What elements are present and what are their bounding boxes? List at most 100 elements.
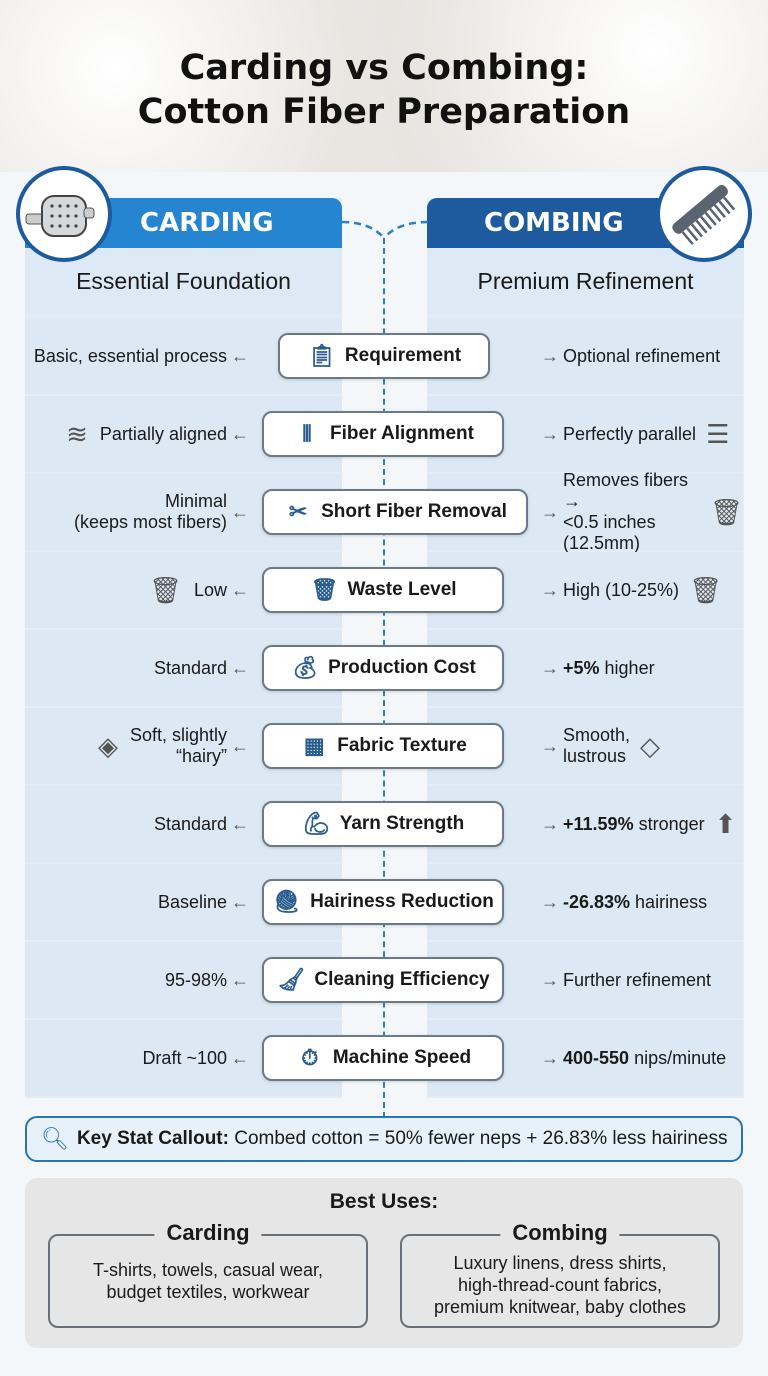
combing-value: → Removes fibers → <0.5 inches (12.5mm) 🗑 xyxy=(537,470,743,553)
best-uses-section: Best Uses: Carding T-shirts, towels, cas… xyxy=(25,1178,743,1348)
combing-value-bold: +11.59% xyxy=(563,813,634,834)
criterion-label: Requirement xyxy=(344,345,462,366)
carding-value: 95-98% ← xyxy=(165,942,253,1018)
right-arrow-icon: → xyxy=(541,423,559,444)
carding-value: Draft ~100 ← xyxy=(142,1020,253,1096)
carding-value-text: Basic, essential process xyxy=(33,345,227,366)
up-arrow-icon: ⬆ xyxy=(714,808,737,839)
carding-value-text: Minimal (keeps most fibers) xyxy=(73,491,227,532)
right-arrow-icon: → xyxy=(541,735,559,756)
criterion-pill: 🗑︎ Waste Level xyxy=(262,567,504,613)
left-arrow-icon: ← xyxy=(231,735,249,756)
smooth-fabric-icon: ◇ xyxy=(640,730,661,761)
criterion-label: Fiber Alignment xyxy=(330,423,474,444)
stopwatch-icon: ⏱︎ xyxy=(301,1045,319,1070)
carding-value-text: Soft, slightly “hairy” xyxy=(129,725,227,766)
carding-uses-text: T-shirts, towels, casual wear, budget te… xyxy=(92,1260,324,1302)
combing-value-bold: 400-550 xyxy=(563,1047,630,1068)
right-arrow-icon: → xyxy=(541,501,559,522)
left-arrow-icon: ← xyxy=(231,969,249,990)
carding-value: ◈ Soft, slightly “hairy” ← xyxy=(98,708,253,784)
criterion-label: Waste Level xyxy=(347,579,457,600)
best-uses-title: Best Uses: xyxy=(329,1190,439,1213)
carding-value: Standard ← xyxy=(154,630,253,706)
parallel-lines-icon: ☰ xyxy=(706,418,730,449)
empty-trash-icon: 🗑 xyxy=(148,574,182,605)
tangled-fibers-icon: ≋ xyxy=(66,418,88,449)
criterion-pill: 💪︎ Yarn Strength xyxy=(262,801,504,847)
criterion-pill: ✂︎ Short Fiber Removal xyxy=(262,489,528,535)
carding-value-text: Partially aligned xyxy=(99,423,227,444)
left-arrow-icon: ← xyxy=(231,813,249,834)
left-arrow-icon: ← xyxy=(231,1047,249,1068)
combing-value: → +5% higher xyxy=(537,630,655,706)
criterion-pill: 🧶︎ Hairiness Reduction xyxy=(262,879,504,925)
right-arrow-icon: → xyxy=(541,345,559,366)
callout-label: Key Stat Callout: xyxy=(76,1128,229,1149)
carding-value: Basic, essential process ← xyxy=(34,318,253,394)
comparison-row: 🧹︎ Cleaning Efficiency 95-98% ← → Further ref… xyxy=(25,942,743,1018)
comparison-row: ▦︎ Fabric Texture ◈ Soft, slightly “hairy” ←… xyxy=(25,708,743,784)
fibers-icon: ⫴︎ xyxy=(302,421,312,446)
right-arrow-icon: → xyxy=(541,813,559,834)
full-trash-icon: 🗑 xyxy=(689,574,723,605)
criterion-pill: ⏱︎ Machine Speed xyxy=(262,1035,504,1081)
comparison-row: 📋︎ Requirement Basic, essential process ← → O… xyxy=(25,318,743,394)
carding-uses-title: Carding xyxy=(154,1220,262,1246)
criterion-label: Fabric Texture xyxy=(337,735,467,756)
carding-value: Standard ← xyxy=(154,786,253,862)
trash-icon: 🗑 xyxy=(709,496,743,527)
magnifier-icon: 🔍︎ xyxy=(41,1126,69,1151)
left-arrow-icon: ← xyxy=(231,657,249,678)
criterion-label: Cleaning Efficiency xyxy=(314,969,490,990)
carding-value: ≋ Partially aligned ← xyxy=(66,396,253,472)
combing-value-rest: Further refinement xyxy=(563,969,712,990)
title-line-2: Cotton Fiber Preparation xyxy=(137,92,631,132)
criterion-pill: ⫴︎ Fiber Alignment xyxy=(262,411,504,457)
left-arrow-icon: ← xyxy=(231,345,249,366)
page-title: Carding vs Combing: Cotton Fiber Prepara… xyxy=(0,46,768,134)
comparison-row: ✂︎ Short Fiber Removal Minimal (keeps most… xyxy=(25,470,743,553)
left-arrow-icon: ← xyxy=(231,501,249,522)
combing-value-rest: hairiness xyxy=(630,891,708,912)
carding-value-text: Low xyxy=(193,579,227,600)
key-stat-callout: 🔍︎ Key Stat Callout: Combed cotton = 50%… xyxy=(25,1116,743,1162)
criterion-label: Short Fiber Removal xyxy=(321,501,507,522)
combing-value-text: Perfectly parallel xyxy=(563,424,696,445)
carding-roller-icon xyxy=(16,166,112,262)
title-line-1: Carding vs Combing: xyxy=(179,48,589,88)
muscle-spool-icon: 💪︎ xyxy=(302,811,331,836)
combing-value-text: Smooth, lustrous xyxy=(563,725,630,767)
combing-value-rest: Smooth, lustrous xyxy=(563,725,631,766)
criterion-pill: 📋︎ Requirement xyxy=(278,333,490,379)
criterion-label: Machine Speed xyxy=(332,1047,472,1068)
scissors-icon: ✂︎ xyxy=(288,499,308,524)
criterion-label: Production Cost xyxy=(328,657,476,678)
fabric-touch-icon: ▦︎ xyxy=(303,733,325,758)
right-arrow-icon: → xyxy=(541,657,559,678)
trash-clock-icon: 🗑︎ xyxy=(310,577,339,602)
carding-value-text: Standard xyxy=(153,813,227,834)
combing-value-rest: nips/minute xyxy=(629,1047,727,1068)
connector-lines xyxy=(341,220,429,239)
combing-value-rest: stronger xyxy=(633,813,705,834)
combing-value: → 400-550 nips/minute xyxy=(537,1020,726,1096)
comparison-row: 🗑︎ Waste Level 🗑 Low ← → High (10-25%) 🗑 xyxy=(25,552,743,628)
combing-value-text: +5% higher xyxy=(563,658,655,679)
callout-text: Combed cotton = 50% fewer neps + 26.83% … xyxy=(228,1128,728,1149)
combing-value: → +11.59% stronger ⬆ xyxy=(537,786,736,862)
combing-value-rest: High (10-25%) xyxy=(563,579,680,600)
combing-value: → Optional refinement xyxy=(537,318,720,394)
combing-value-rest: Removes fibers → <0.5 inches (12.5mm) xyxy=(563,470,689,553)
combing-value-rest: Optional refinement xyxy=(563,345,721,366)
criterion-label: Hairiness Reduction xyxy=(310,891,494,912)
combing-value-text: High (10-25%) xyxy=(563,580,679,601)
carding-value-text: Standard xyxy=(153,657,227,678)
combing-value-text: 400-550 nips/minute xyxy=(563,1048,726,1069)
criterion-pill: 🧹︎ Cleaning Efficiency xyxy=(262,957,504,1003)
combing-value-text: +11.59% stronger xyxy=(563,814,705,835)
broom-icon: 🧹︎ xyxy=(277,967,306,992)
combing-value-text: Further refinement xyxy=(563,970,711,991)
carding-value-text: Draft ~100 xyxy=(142,1047,227,1068)
comparison-row: 💪︎ Yarn Strength Standard ← → +11.59% stronge… xyxy=(25,786,743,862)
